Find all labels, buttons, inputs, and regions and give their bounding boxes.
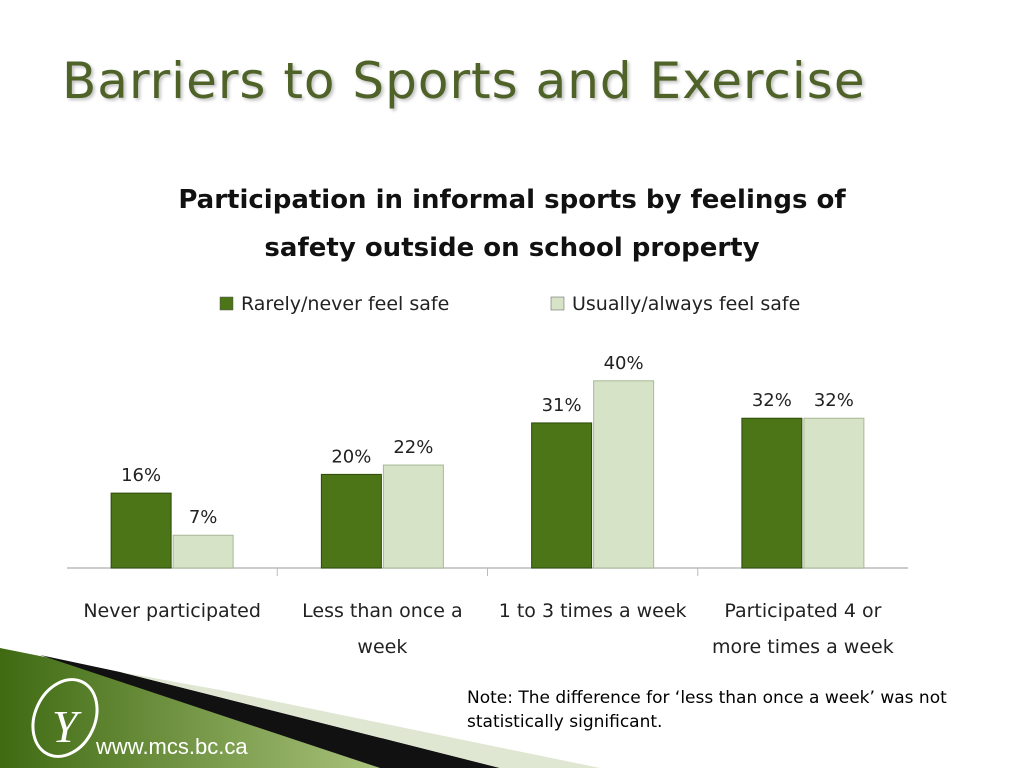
data-label: 31% [542, 395, 582, 416]
note: Note: The difference for ‘less than once… [467, 688, 947, 732]
bar [110, 492, 172, 569]
website: www.mcs.bc.ca [96, 734, 248, 759]
legend-swatch [550, 296, 565, 311]
legend-swatch [219, 296, 234, 311]
bar [593, 380, 655, 569]
footer-stripe [40, 655, 500, 768]
data-label: 32% [752, 390, 792, 411]
bar [320, 473, 382, 569]
data-label: 7% [189, 507, 218, 528]
bar [803, 417, 865, 569]
chart-title: Participation in informal sports by feel… [178, 185, 846, 263]
bar [531, 422, 593, 569]
x-tick-label: 1 to 3 times a week [498, 600, 687, 622]
data-label: 32% [814, 390, 854, 411]
x-tick-label: Never participated [83, 600, 261, 622]
data-label: 40% [604, 353, 644, 374]
legend-label: Usually/always feel safe [572, 293, 800, 315]
bar [741, 417, 803, 569]
data-label: 22% [393, 437, 433, 458]
bar [172, 534, 234, 569]
x-tick-label: Participated 4 or more times a week [712, 600, 894, 658]
legend-label: Rarely/never feel safe [241, 293, 449, 315]
logo-letter: Y [52, 701, 82, 752]
x-tick-label: Less than once a week [302, 600, 463, 658]
slide-title: Barriers to Sports and Exercise [62, 52, 866, 110]
footer-stripe-light [120, 672, 600, 768]
footer-swoosh [0, 648, 380, 768]
data-label: 16% [121, 465, 161, 486]
data-label: 20% [331, 446, 371, 467]
logo [31, 678, 99, 758]
bar [382, 464, 444, 569]
